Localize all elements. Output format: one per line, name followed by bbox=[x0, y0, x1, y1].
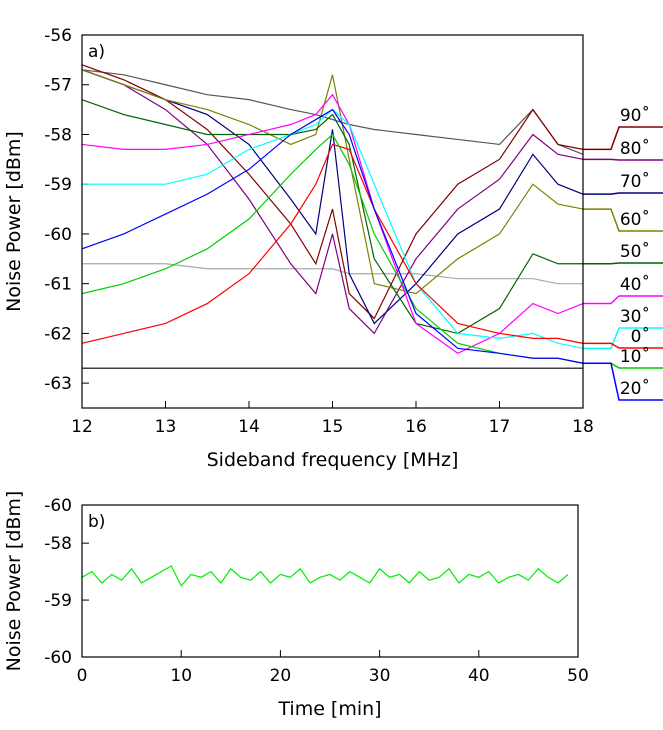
x-tick-label: 17 bbox=[489, 417, 511, 437]
x-tick-label: 16 bbox=[405, 417, 427, 437]
legend-label: 90˚ bbox=[620, 105, 650, 126]
y-tick-label: -59 bbox=[44, 591, 72, 611]
x-tick-label: 13 bbox=[155, 417, 177, 437]
legend-label: 70˚ bbox=[620, 171, 650, 192]
series-line bbox=[81, 99, 583, 335]
y-tick-label: -60 bbox=[44, 648, 72, 668]
x-tick-label: 20 bbox=[270, 666, 292, 686]
series-line bbox=[81, 64, 584, 320]
y-axis-label: Noise Power [dBm] bbox=[3, 131, 25, 312]
series-line bbox=[81, 69, 584, 325]
y-tick-label: -62 bbox=[44, 324, 72, 344]
x-tick-label: 40 bbox=[468, 666, 490, 686]
legend-label: 40˚ bbox=[620, 274, 650, 295]
legend-label: 0˚ bbox=[631, 326, 650, 347]
legend-label: 80˚ bbox=[620, 138, 650, 159]
legend-line bbox=[583, 295, 663, 305]
legend-line bbox=[583, 126, 663, 151]
x-tick-label: 18 bbox=[572, 417, 594, 437]
legend-line bbox=[583, 342, 663, 349]
x-tick-label: 12 bbox=[71, 417, 93, 437]
series-line bbox=[81, 69, 584, 155]
y-tick-label: -58 bbox=[44, 534, 72, 554]
y-tick-label: -61 bbox=[44, 275, 72, 295]
y-tick-label: -56 bbox=[44, 26, 72, 46]
y-tick-label: -63 bbox=[44, 374, 72, 394]
y-tick-label: -60 bbox=[44, 225, 72, 245]
legend-label: 10˚ bbox=[620, 346, 650, 367]
plot-frame bbox=[81, 34, 584, 409]
y-tick-label: -58 bbox=[44, 125, 72, 145]
legend-line bbox=[583, 362, 663, 401]
series-line bbox=[81, 108, 584, 364]
y-axis-label: Noise Power [dBm] bbox=[3, 491, 25, 672]
x-tick-label: 14 bbox=[238, 417, 260, 437]
legend-label: 20˚ bbox=[620, 378, 650, 399]
legend-line bbox=[583, 208, 663, 232]
x-tick-label: 50 bbox=[567, 666, 589, 686]
legend-line bbox=[583, 158, 663, 161]
legend-label: 60˚ bbox=[620, 209, 650, 230]
x-tick-label: 10 bbox=[170, 666, 192, 686]
x-axis-label: Sideband frequency [MHz] bbox=[207, 449, 459, 471]
series-line bbox=[81, 565, 569, 587]
y-tick-label: -60 bbox=[44, 496, 72, 516]
series-line bbox=[81, 143, 584, 344]
panel-label: a) bbox=[88, 42, 105, 62]
x-tick-label: 30 bbox=[369, 666, 391, 686]
legend-label: 50˚ bbox=[620, 241, 650, 262]
series-line bbox=[81, 69, 584, 295]
legend-line bbox=[583, 192, 663, 195]
x-axis-label: Time [min] bbox=[277, 698, 381, 720]
series-line bbox=[81, 93, 584, 354]
y-tick-label: -59 bbox=[44, 175, 72, 195]
series-line bbox=[81, 69, 584, 335]
panel-label: b) bbox=[88, 512, 105, 532]
x-tick-label: 0 bbox=[77, 666, 88, 686]
x-tick-label: 15 bbox=[322, 417, 344, 437]
plot-frame bbox=[81, 504, 579, 658]
legend-label: 30˚ bbox=[620, 306, 650, 327]
legend-line bbox=[583, 262, 663, 265]
series-line bbox=[82, 263, 583, 285]
y-tick-label: -57 bbox=[44, 76, 72, 96]
legend-line bbox=[583, 327, 663, 350]
